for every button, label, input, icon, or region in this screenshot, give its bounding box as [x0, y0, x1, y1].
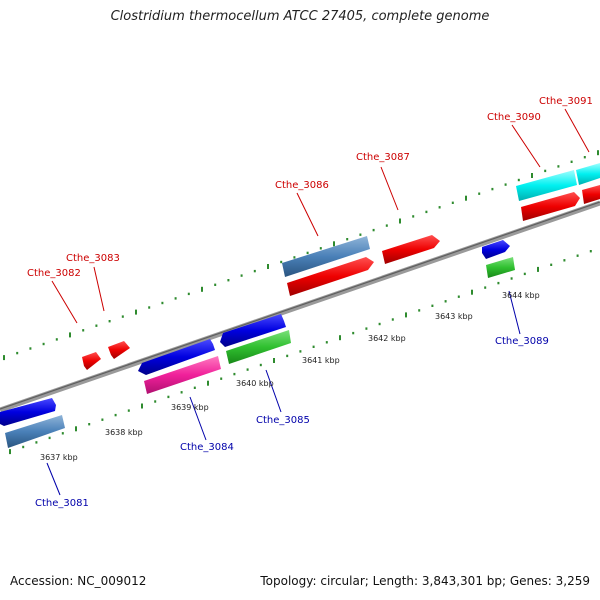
- gene-cthe-3081-block[interactable]: [5, 415, 65, 448]
- gene-cthe-3085-block[interactable]: [226, 330, 291, 364]
- gene-label-cthe-3089[interactable]: Cthe_3089: [495, 336, 549, 347]
- outer-tick-track: [3, 150, 599, 361]
- gene-labels: Cthe_3082 Cthe_3083 Cthe_3086 Cthe_3087 …: [27, 96, 593, 509]
- gene-cthe-3091-block[interactable]: [576, 163, 600, 185]
- gene-label-cthe-3084[interactable]: Cthe_3084: [180, 442, 234, 453]
- gene-label-cthe-3083[interactable]: Cthe_3083: [66, 253, 120, 264]
- position-label-3643: 3643 kbp: [435, 312, 473, 321]
- dna-backbone: [0, 200, 600, 413]
- gene-cthe-3082-arrow[interactable]: [82, 352, 101, 370]
- gene-cthe-3089-block[interactable]: [486, 257, 515, 278]
- position-label-3637: 3637 kbp: [40, 453, 78, 462]
- map-title: Clostridium thermocellum ATCC 27405, com…: [110, 9, 490, 24]
- position-label-3639: 3639 kbp: [171, 403, 209, 412]
- gene-label-cthe-3090[interactable]: Cthe_3090: [487, 112, 541, 123]
- accession-text: Accession: NC_009012: [10, 574, 147, 588]
- gene-label-cthe-3082[interactable]: Cthe_3082: [27, 268, 81, 279]
- position-label-3638: 3638 kbp: [105, 428, 143, 437]
- gene-cthe-3085-arrow[interactable]: [220, 314, 286, 347]
- gene-cthe-3086-block[interactable]: [282, 236, 370, 277]
- gene-label-cthe-3085[interactable]: Cthe_3085: [256, 415, 310, 426]
- gene-cthe-3084-arrow[interactable]: [138, 339, 215, 375]
- gene-cthe-3090-block[interactable]: [516, 170, 577, 201]
- gene-label-cthe-3081[interactable]: Cthe_3081: [35, 498, 89, 509]
- gene-label-cthe-3087[interactable]: Cthe_3087: [356, 152, 410, 163]
- position-label-3641: 3641 kbp: [302, 356, 340, 365]
- position-labels: 3637 kbp 3638 kbp 3639 kbp 3640 kbp 3641…: [40, 291, 540, 462]
- inner-tick-track: [9, 250, 592, 455]
- position-label-3644: 3644 kbp: [502, 291, 540, 300]
- gene-cthe-3087-arrow[interactable]: [382, 235, 440, 264]
- gene-label-cthe-3086[interactable]: Cthe_3086: [275, 180, 329, 191]
- gene-cthe-3081-arrow[interactable]: [0, 398, 56, 426]
- gene-label-cthe-3091[interactable]: Cthe_3091: [539, 96, 593, 107]
- gene-features: [0, 163, 600, 448]
- topology-text: Topology: circular; Length: 3,843,301 bp…: [260, 574, 590, 588]
- gene-cthe-3086-arrow[interactable]: [287, 257, 374, 296]
- gene-cthe-3084-block[interactable]: [144, 356, 221, 394]
- gene-callout-lines: [46, 108, 590, 496]
- position-label-3642: 3642 kbp: [368, 334, 406, 343]
- gene-cthe-3083-arrow[interactable]: [108, 341, 130, 359]
- position-label-3640: 3640 kbp: [236, 379, 274, 388]
- gene-cthe-3091-arrow[interactable]: [582, 185, 600, 204]
- gene-cthe-3089-arrow[interactable]: [482, 240, 510, 259]
- gene-cthe-3090-arrow[interactable]: [521, 192, 580, 221]
